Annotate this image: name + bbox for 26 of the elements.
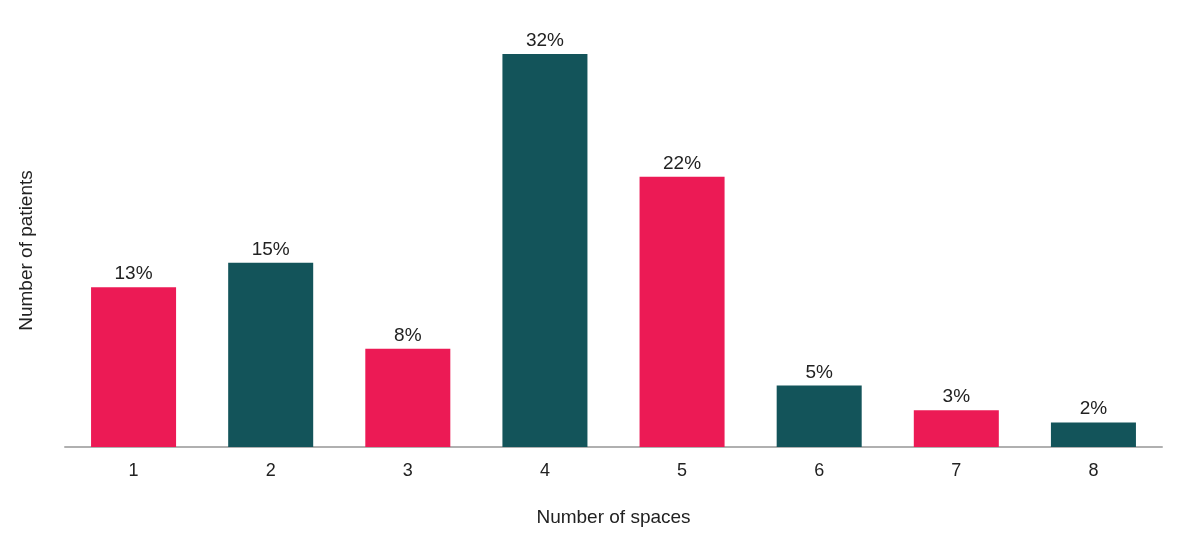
x-tick-label: 8 (1088, 460, 1099, 480)
x-tick-label: 5 (677, 460, 688, 480)
data-label: 3% (942, 385, 971, 407)
x-axis-title: Number of spaces (536, 506, 691, 527)
bar (1050, 422, 1136, 447)
x-tick-label: 6 (814, 460, 825, 480)
x-tick-label: 4 (539, 460, 550, 480)
data-label: 15% (251, 237, 290, 259)
x-tick-label: 2 (265, 460, 276, 480)
bar (776, 385, 862, 447)
bar (639, 176, 725, 447)
bar (502, 54, 588, 447)
data-label: 22% (663, 151, 702, 173)
bar (91, 287, 177, 447)
data-label: 13% (114, 262, 153, 284)
data-label: 32% (525, 29, 565, 50)
y-axis-title: Number of patients (15, 170, 36, 331)
data-label: 2% (1079, 397, 1108, 419)
x-tick-label: 1 (128, 460, 139, 480)
x-tick-label: 7 (951, 460, 962, 480)
bar (365, 348, 451, 447)
data-label: 5% (805, 360, 834, 382)
data-label: 8% (394, 323, 422, 345)
bar (228, 262, 314, 447)
x-tick-label: 3 (402, 460, 413, 480)
bar (913, 410, 999, 447)
